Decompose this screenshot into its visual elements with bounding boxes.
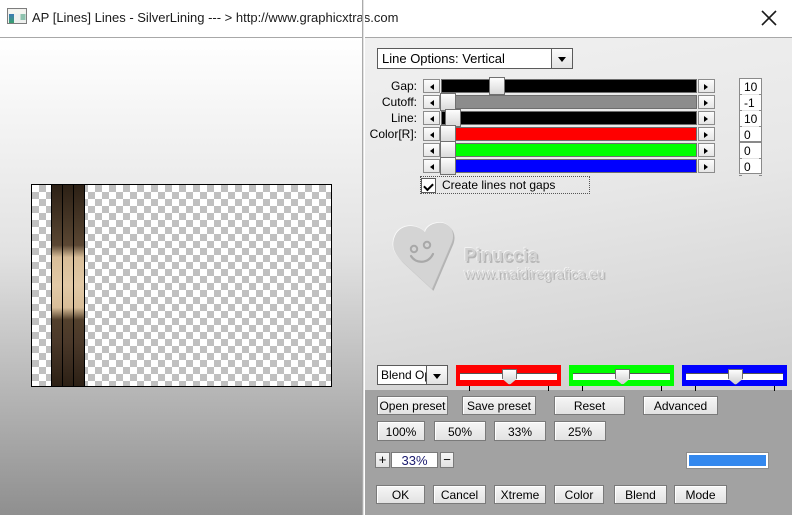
svg-text:www.maidiregrafica.eu: www.maidiregrafica.eu: [463, 265, 605, 281]
svg-text:Pinuccia: Pinuccia: [464, 245, 539, 265]
